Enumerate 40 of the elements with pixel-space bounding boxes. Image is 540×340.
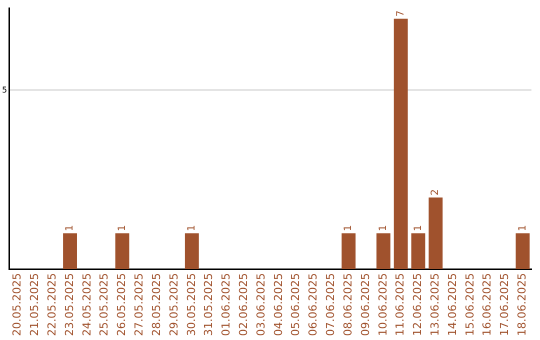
- x-tick-label: 16.06.2025: [480, 273, 494, 336]
- data-label: 1: [116, 224, 128, 232]
- x-tick-label: 06.06.2025: [306, 273, 320, 336]
- x-tick-label: 22.05.2025: [45, 273, 58, 336]
- x-tick-label: 10.06.2025: [376, 273, 390, 336]
- x-tick-label: 01.06.2025: [220, 273, 233, 336]
- x-tick-label: 28.05.2025: [150, 273, 163, 336]
- data-label: 1: [378, 224, 390, 232]
- x-tick-label: 05.06.2025: [289, 273, 302, 336]
- data-label: 2: [430, 189, 442, 196]
- data-label: 1: [186, 224, 198, 232]
- x-tick-label: 17.06.2025: [498, 273, 512, 336]
- x-tick-label: 11.06.2025: [394, 273, 407, 336]
- x-tick-label: 09.06.2025: [358, 273, 372, 336]
- data-label: 1: [343, 224, 354, 232]
- x-tick-label: 21.05.2025: [28, 273, 42, 336]
- y-tick-label: 5: [2, 85, 8, 94]
- data-label: 1: [412, 224, 424, 232]
- x-tick-label: 08.06.2025: [341, 273, 354, 336]
- x-tick-label: 20.05.2025: [10, 273, 24, 336]
- data-label: 1: [64, 224, 76, 232]
- data-label: 7: [395, 10, 406, 17]
- x-tick-label: 31.05.2025: [202, 273, 216, 336]
- x-tick-label: 04.06.2025: [272, 273, 285, 336]
- x-tick-label: 25.05.2025: [98, 273, 111, 336]
- x-tick-label: 15.06.2025: [463, 273, 476, 336]
- data-label: 1: [517, 224, 528, 232]
- x-tick-label: 12.06.2025: [411, 273, 424, 336]
- x-tick-label: 14.06.2025: [446, 273, 459, 336]
- x-tick-label: 23.05.2025: [62, 273, 76, 336]
- x-tick-label: 07.06.2025: [324, 273, 338, 336]
- x-tick-label: 18.06.2025: [516, 273, 529, 336]
- x-tick-label: 02.06.2025: [236, 273, 250, 336]
- x-tick-label: 29.05.2025: [167, 273, 180, 336]
- x-tick-label: 24.05.2025: [80, 273, 94, 336]
- x-tick-label: 30.05.2025: [184, 273, 198, 336]
- x-tick-label: 26.05.2025: [115, 273, 128, 336]
- x-tick-label: 13.06.2025: [428, 273, 442, 336]
- x-tick-label: 27.05.2025: [132, 273, 146, 336]
- x-tick-label: 03.06.2025: [254, 273, 268, 336]
